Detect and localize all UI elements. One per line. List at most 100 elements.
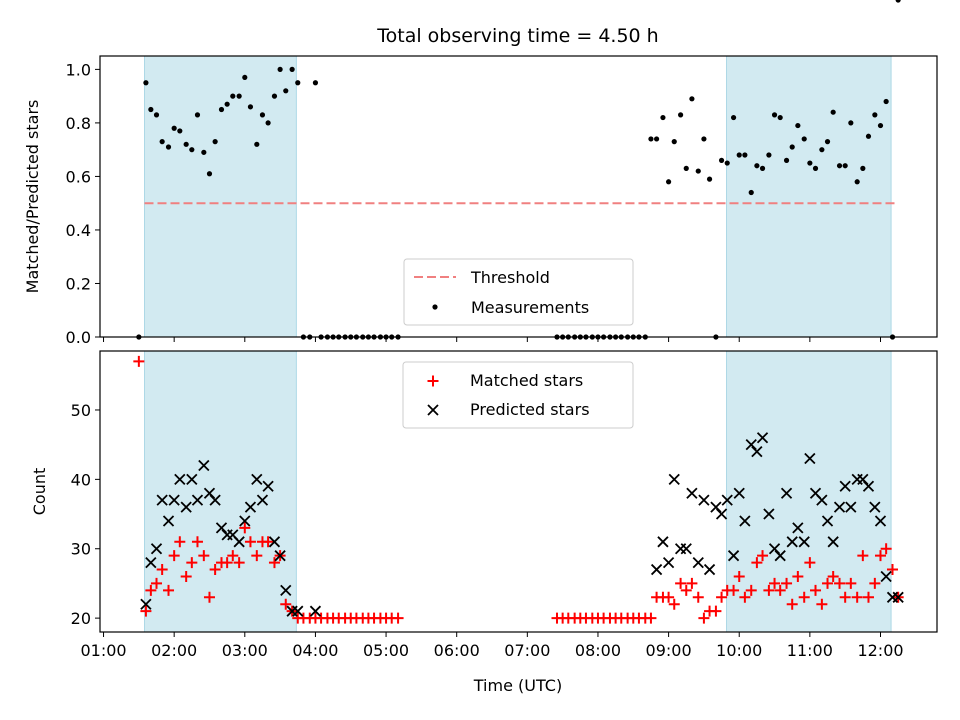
measurement-point <box>671 139 677 145</box>
measurement-point <box>842 163 848 169</box>
measurement-point <box>143 80 149 86</box>
measurement-point <box>883 98 889 105</box>
matched-star-point <box>816 598 828 610</box>
matched-star-point <box>680 584 692 596</box>
matched-star-point <box>857 550 869 562</box>
counts-y-axis-label: Count <box>30 468 49 516</box>
matched-star-point <box>221 557 233 569</box>
predicted-star-point <box>180 501 192 513</box>
predicted-star-point <box>710 501 722 513</box>
x-tick-label: 01:00 <box>80 641 126 660</box>
predicted-star-point <box>657 536 669 548</box>
matched-star-point <box>786 598 798 610</box>
counts-highlight-bands <box>143 350 892 633</box>
measurement-point <box>194 112 201 118</box>
predicted-star-point <box>869 501 881 513</box>
measurement-point <box>801 136 807 142</box>
matched-star-point <box>710 605 722 617</box>
matched-star-point <box>280 598 292 610</box>
x-tick-label: 10:00 <box>716 641 762 660</box>
measurement-point <box>724 160 730 166</box>
predicted-star-point <box>703 563 716 576</box>
measurement-point <box>254 141 260 147</box>
counts-x-axis: 01:00 02:00 03:00 04:00 05:00 06:00 07:00 08:00… <box>80 632 904 660</box>
legend-measurements-label: Measurements <box>471 298 589 317</box>
measurement-point <box>159 139 165 145</box>
matched-star-point <box>716 591 728 603</box>
predicted-star-point <box>774 550 786 562</box>
predicted-star-point <box>715 508 728 520</box>
matched-star-point <box>203 591 215 603</box>
matched-star-point <box>668 598 680 610</box>
measurement-point <box>736 152 742 158</box>
matched-star-point <box>851 591 863 603</box>
measurement-point <box>771 112 778 118</box>
measurement-point <box>777 114 783 121</box>
counts-legend: Matched stars Predicted stars <box>402 361 634 429</box>
matched-star-point <box>739 591 751 603</box>
matched-star-point <box>692 591 704 603</box>
measurement-point <box>695 168 701 174</box>
measurement-point <box>189 147 195 153</box>
measurement-point <box>854 179 860 185</box>
matched-star-point <box>845 577 857 589</box>
predicted-star-point <box>721 494 733 506</box>
counts-legend-box <box>402 361 634 429</box>
matched-star-point <box>880 543 892 555</box>
predicted-star-point <box>804 452 816 465</box>
ratio-y-axis: 0.0 0.2 0.4 0.6 0.8 1.0 <box>66 60 100 347</box>
matched-star-point <box>191 536 203 548</box>
measurement-point <box>701 136 707 142</box>
predicted-star-point <box>768 543 781 555</box>
counts-y-tick-label: 50 <box>71 401 91 420</box>
measurement-point <box>872 112 878 118</box>
predicted-star-point <box>686 487 698 499</box>
measurement-point <box>895 0 901 3</box>
matched-star-point <box>262 536 274 548</box>
counts-y-axis: 20 30 40 50 <box>71 401 100 628</box>
measurement-point <box>877 122 884 129</box>
matched-star-point <box>244 536 256 548</box>
predicted-star-point <box>140 598 152 610</box>
matched-star-point <box>781 577 793 589</box>
matched-star-point <box>827 570 839 582</box>
measurement-point <box>789 144 795 150</box>
matched-star-point <box>251 550 263 562</box>
predicted-star-point <box>751 445 763 458</box>
measurement-point <box>153 112 160 118</box>
counts-axes-frame <box>99 350 938 633</box>
matched-star-point <box>645 612 657 624</box>
ratio-y-tick-label: 0.8 <box>66 114 91 133</box>
ratio-y-tick-label: 1.0 <box>66 60 91 79</box>
matched-star-point <box>763 584 775 596</box>
x-tick-label: 06:00 <box>434 641 480 660</box>
measurement-point <box>165 144 172 150</box>
ratio-panel: 0.0 0.2 0.4 0.6 0.8 1.0 Matched/Predicted sta… <box>23 0 938 347</box>
measurement-point <box>230 93 236 99</box>
measurement-point <box>865 133 872 139</box>
predicted-star-point <box>174 473 186 485</box>
measurement-point <box>265 120 271 126</box>
matched-star-point <box>887 564 899 576</box>
counts-y-tick-label: 40 <box>71 470 91 489</box>
matched-star-point <box>728 584 740 596</box>
measurement-point <box>718 157 725 163</box>
ratio-highlight-band <box>726 55 892 338</box>
measurement-point <box>807 160 813 166</box>
predicted-star-point <box>168 494 180 506</box>
matched-star-point <box>180 570 192 582</box>
predicted-star-point <box>862 480 875 492</box>
predicted-star-point <box>756 432 769 444</box>
x-tick-label: 12:00 <box>857 641 903 660</box>
measurement-point <box>819 147 825 153</box>
predicted-star-point <box>145 556 157 569</box>
legend-predicted-swatch <box>427 404 439 416</box>
predicted-star-point <box>892 591 904 603</box>
matched-star-point <box>733 570 745 582</box>
matched-star-point <box>874 550 886 562</box>
legend-matched-swatch <box>427 375 439 387</box>
measurement-point <box>236 93 242 99</box>
measurement-point <box>783 157 790 163</box>
counts-y-tick-label: 20 <box>71 609 91 628</box>
predicted-star-point <box>191 494 204 506</box>
